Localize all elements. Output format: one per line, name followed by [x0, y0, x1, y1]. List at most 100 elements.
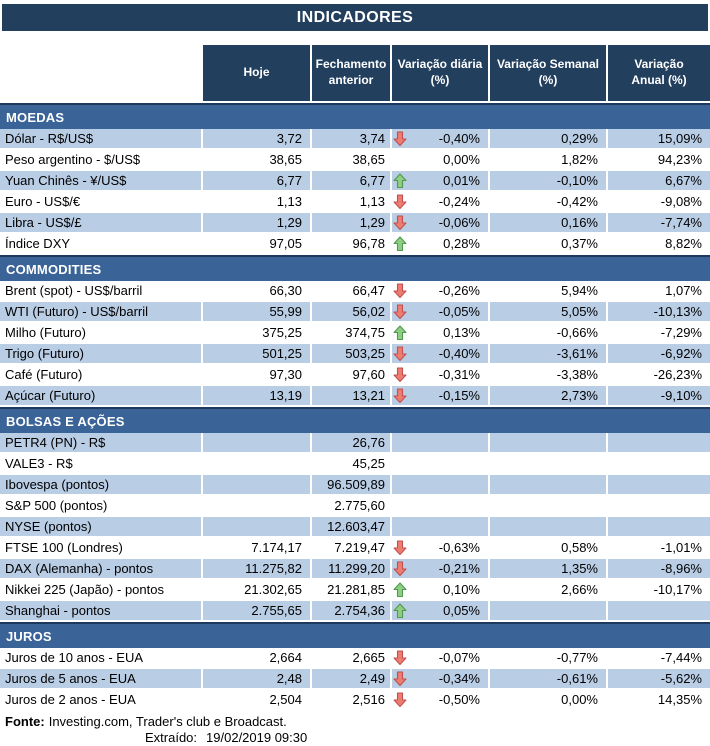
extracted-label: Extraído: — [145, 730, 198, 745]
column-header-fechamento: Fechamento anterior — [312, 45, 392, 101]
variacao-semanal-value: 0,37% — [490, 234, 608, 253]
fechamento-value: 7.219,47 — [312, 538, 392, 557]
row-label: Nikkei 225 (Japão) - pontos — [0, 580, 203, 599]
table-body: MOEDAS Dólar - R$/US$ 3,72 3,74 -0,40% 0… — [0, 103, 710, 711]
variacao-semanal-value: 2,73% — [490, 386, 608, 405]
row-label: Açúcar (Futuro) — [0, 386, 203, 405]
source-line: Fonte: Investing.com, Trader's club e Bro… — [0, 714, 710, 730]
trend-arrow-slot — [393, 496, 410, 515]
table-row: NYSE (pontos) 12.603,47 — [0, 517, 710, 538]
row-label: Libra - US$/£ — [0, 213, 203, 232]
variacao-diaria-cell: -0,05% — [392, 302, 490, 321]
table-header: Hoje Fechamento anterior Variação diária… — [0, 45, 710, 101]
hoje-value: 1,13 — [203, 192, 312, 211]
fechamento-value: 12.603,47 — [312, 517, 392, 536]
table-row: Shanghai - pontos 2.755,65 2.754,36 0,05… — [0, 601, 710, 622]
row-label: Euro - US$/€ — [0, 192, 203, 211]
variacao-anual-value: 8,82% — [608, 234, 710, 253]
up-arrow-icon — [393, 601, 410, 620]
fechamento-value: 97,60 — [312, 365, 392, 384]
variacao-anual-value — [608, 475, 710, 494]
down-arrow-icon — [393, 386, 410, 405]
table-row: PETR4 (PN) - R$ 26,76 — [0, 433, 710, 454]
table-row: VALE3 - R$ 45,25 — [0, 454, 710, 475]
variacao-diaria-value: 0,01% — [443, 173, 480, 188]
hoje-value: 38,65 — [203, 150, 312, 169]
variacao-diaria-cell: -0,31% — [392, 365, 490, 384]
variacao-semanal-value: -0,66% — [490, 323, 608, 342]
variacao-anual-value: 6,67% — [608, 171, 710, 190]
variacao-semanal-value — [490, 454, 608, 473]
hoje-value: 2.755,65 — [203, 601, 312, 620]
table-row: S&P 500 (pontos) 2.775,60 — [0, 496, 710, 517]
down-arrow-icon — [393, 648, 410, 667]
fechamento-value: 96,78 — [312, 234, 392, 253]
row-label: Shanghai - pontos — [0, 601, 203, 620]
table-row: Libra - US$/£ 1,29 1,29 -0,06% 0,16% -7,… — [0, 213, 710, 234]
hoje-value: 2,664 — [203, 648, 312, 667]
variacao-diaria-cell — [392, 496, 490, 515]
table-row: WTI (Futuro) - US$/barril 55,99 56,02 -0… — [0, 302, 710, 323]
variacao-diaria-cell: -0,34% — [392, 669, 490, 688]
variacao-diaria-value: -0,50% — [438, 692, 480, 707]
fechamento-value: 26,76 — [312, 433, 392, 452]
variacao-anual-value — [608, 454, 710, 473]
variacao-semanal-value: -3,38% — [490, 365, 608, 384]
trend-arrow-slot — [393, 433, 410, 452]
variacao-anual-value — [608, 433, 710, 452]
variacao-diaria-cell: 0,01% — [392, 171, 490, 190]
variacao-diaria-value: 0,13% — [443, 325, 480, 340]
variacao-diaria-value: -0,05% — [438, 304, 480, 319]
variacao-diaria-value: -0,31% — [438, 367, 480, 382]
hoje-value — [203, 454, 312, 473]
variacao-diaria-value: 0,00% — [443, 152, 480, 167]
row-label: NYSE (pontos) — [0, 517, 203, 536]
row-label: Dólar - R$/US$ — [0, 129, 203, 148]
variacao-anual-value: -6,92% — [608, 344, 710, 363]
up-arrow-icon — [393, 234, 410, 253]
fechamento-value: 2,516 — [312, 690, 392, 709]
section-header-label: JUROS — [6, 628, 52, 644]
hoje-value: 3,72 — [203, 129, 312, 148]
table-row: Trigo (Futuro) 501,25 503,25 -0,40% -3,6… — [0, 344, 710, 365]
page-title: INDICADORES — [2, 4, 708, 31]
up-arrow-icon — [393, 171, 410, 190]
variacao-semanal-value: -0,10% — [490, 171, 608, 190]
hoje-value: 7.174,17 — [203, 538, 312, 557]
fechamento-value: 21.281,85 — [312, 580, 392, 599]
down-arrow-icon — [393, 192, 410, 211]
variacao-diaria-cell: -0,40% — [392, 344, 490, 363]
variacao-semanal-value: 1,82% — [490, 150, 608, 169]
down-arrow-icon — [393, 365, 410, 384]
fechamento-value: 1,29 — [312, 213, 392, 232]
down-arrow-icon — [393, 129, 410, 148]
down-arrow-icon — [393, 690, 410, 709]
header-label-spacer — [0, 45, 203, 101]
column-header-variacao-anual: Variação Anual (%) — [608, 45, 710, 101]
column-header-variacao-diaria: Variação diária (%) — [392, 45, 490, 101]
row-label: Juros de 2 anos - EUA — [0, 690, 203, 709]
row-label: DAX (Alemanha) - pontos — [0, 559, 203, 578]
table-section: BOLSAS E AÇÕES PETR4 (PN) - R$ 26,76 VAL… — [0, 407, 710, 622]
table-row: Juros de 10 anos - EUA 2,664 2,665 -0,07… — [0, 648, 710, 669]
variacao-diaria-cell: -0,63% — [392, 538, 490, 557]
column-header-variacao-semanal: Variação Semanal (%) — [490, 45, 608, 101]
variacao-diaria-value: 0,10% — [443, 582, 480, 597]
fechamento-value: 2,49 — [312, 669, 392, 688]
section-header: JUROS — [0, 622, 710, 648]
hoje-value — [203, 433, 312, 452]
down-arrow-icon — [393, 559, 410, 578]
table-row: Juros de 5 anos - EUA 2,48 2,49 -0,34% -… — [0, 669, 710, 690]
hoje-value: 6,77 — [203, 171, 312, 190]
variacao-diaria-cell — [392, 433, 490, 452]
hoje-value — [203, 517, 312, 536]
hoje-value: 2,48 — [203, 669, 312, 688]
table-row: FTSE 100 (Londres) 7.174,17 7.219,47 -0,… — [0, 538, 710, 559]
variacao-semanal-value: 0,16% — [490, 213, 608, 232]
row-label: WTI (Futuro) - US$/barril — [0, 302, 203, 321]
row-label: Juros de 5 anos - EUA — [0, 669, 203, 688]
variacao-anual-value: -9,10% — [608, 386, 710, 405]
source-text: Investing.com, Trader's club e Broadcast… — [48, 714, 287, 729]
variacao-anual-value: -7,29% — [608, 323, 710, 342]
variacao-diaria-value: -0,15% — [438, 388, 480, 403]
